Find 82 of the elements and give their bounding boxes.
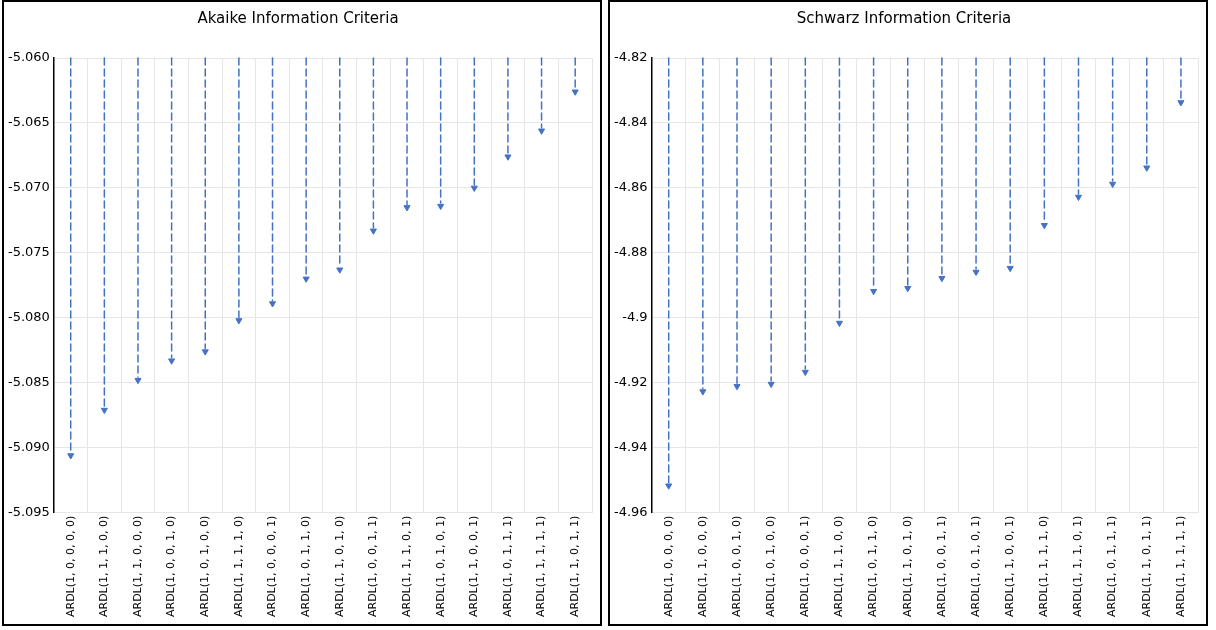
point [201, 349, 209, 356]
x-tick-label: ARDL(1, 1, 0, 0, 1) [467, 515, 481, 618]
x-tick-label: ARDL(1, 0, 1, 1, 0) [866, 515, 880, 618]
y-tick-label: -4.94 [614, 439, 648, 455]
point [835, 320, 843, 328]
x-tick-label: ARDL(1, 1, 0, 1, 0) [900, 515, 914, 618]
x-tick-label: ARDL(1, 0, 0, 0, 0) [63, 515, 77, 618]
point [1177, 100, 1185, 107]
point [369, 228, 377, 235]
point [403, 205, 411, 212]
x-tick-label: ARDL(1, 1, 1, 1, 0) [1037, 515, 1051, 618]
point [972, 269, 980, 277]
point [767, 381, 775, 389]
x-tick-label: ARDL(1, 0, 0, 0, 0) [661, 515, 675, 618]
x-tick-label: ARDL(1, 1, 1, 0, 1) [1071, 515, 1085, 618]
y-tick-label: -5.090 [7, 439, 50, 455]
point [1006, 265, 1014, 273]
x-tick-label: ARDL(1, 0, 0, 1, 1) [934, 515, 948, 618]
point [134, 377, 142, 385]
y-tick-label: -5.060 [7, 49, 50, 65]
chart-title: Schwarz Information Criteria [796, 8, 1012, 27]
y-tick-label: -4.82 [614, 49, 648, 65]
y-tick-label: -4.86 [614, 179, 648, 195]
x-tick-label: ARDL(1, 1, 0, 1, 1) [1139, 515, 1153, 618]
x-tick-label: ARDL(1, 1, 0, 0, 1) [1003, 515, 1017, 618]
point [470, 185, 478, 192]
point [437, 203, 445, 211]
x-tick-label: ARDL(1, 1, 0, 0, 0) [130, 515, 144, 618]
point [302, 276, 310, 283]
point [938, 275, 946, 283]
point [733, 384, 741, 391]
x-tick-label: ARDL(1, 0, 0, 0, 1) [798, 515, 812, 618]
point [870, 288, 878, 296]
x-tick-label: ARDL(1, 0, 0, 1, 0) [729, 515, 743, 618]
x-tick-label: ARDL(1, 0, 1, 0, 1) [433, 515, 447, 618]
point [100, 407, 108, 415]
y-tick-label: -5.085 [7, 374, 50, 390]
point [801, 369, 809, 377]
x-tick-label: ARDL(1, 1, 1, 0, 0) [832, 515, 846, 618]
point [1109, 181, 1117, 189]
y-tick-label: -5.080 [7, 309, 50, 325]
x-tick-label: ARDL(1, 1, 1, 1, 1) [1173, 515, 1187, 618]
y-tick-label: -4.96 [614, 504, 648, 520]
point [1074, 194, 1083, 201]
x-tick-label: ARDL(1, 0, 1, 1, 1) [500, 515, 514, 618]
x-tick-label: ARDL(1, 0, 0, 0, 1) [265, 515, 279, 618]
x-tick-label: ARDL(1, 0, 0, 1, 0) [164, 515, 178, 618]
point [571, 89, 579, 96]
point [699, 389, 707, 396]
x-tick-label: ARDL(1, 1, 1, 0, 0) [97, 515, 111, 618]
x-tick-label: ARDL(1, 1, 0, 1, 0) [332, 515, 346, 618]
x-tick-label: ARDL(1, 0, 0, 1, 1) [366, 515, 380, 618]
y-tick-label: -5.070 [7, 179, 50, 195]
point [904, 286, 912, 293]
x-tick-label: ARDL(1, 1, 1, 0, 1) [399, 515, 413, 618]
point [504, 154, 512, 161]
x-tick-label: ARDL(1, 1, 0, 0, 0) [695, 515, 709, 618]
chart-title: Akaike Information Criteria [197, 8, 399, 27]
x-tick-label: ARDL(1, 0, 1, 1, 0) [299, 515, 312, 618]
y-tick-label: -5.095 [7, 504, 50, 520]
y-tick-label: -4.92 [614, 374, 648, 390]
y-tick-label: -4.88 [614, 244, 648, 260]
x-tick-label: ARDL(1, 0, 1, 1, 1) [1105, 515, 1119, 618]
y-tick-label: -4.9 [622, 309, 648, 325]
point [168, 358, 176, 365]
x-tick-label: ARDL(1, 0, 1, 0, 1) [968, 515, 982, 618]
y-tick-label: -4.84 [614, 114, 648, 130]
x-tick-label: ARDL(1, 0, 1, 0, 0) [198, 515, 212, 618]
x-tick-label: ARDL(1, 1, 0, 1, 1) [568, 515, 582, 618]
point [538, 128, 546, 135]
point [665, 483, 673, 490]
point [1143, 165, 1151, 172]
point [336, 267, 344, 274]
x-tick-label: ARDL(1, 1, 1, 1, 1) [534, 515, 548, 618]
point [235, 318, 243, 325]
x-tick-label: ARDL(1, 0, 1, 0, 0) [764, 515, 778, 618]
x-tick-label: ARDL(1, 1, 1, 1, 0) [231, 515, 245, 618]
point [268, 301, 277, 308]
point [1040, 223, 1048, 230]
point [67, 453, 75, 460]
y-tick-label: -5.065 [7, 114, 50, 130]
y-tick-label: -5.075 [7, 244, 50, 260]
